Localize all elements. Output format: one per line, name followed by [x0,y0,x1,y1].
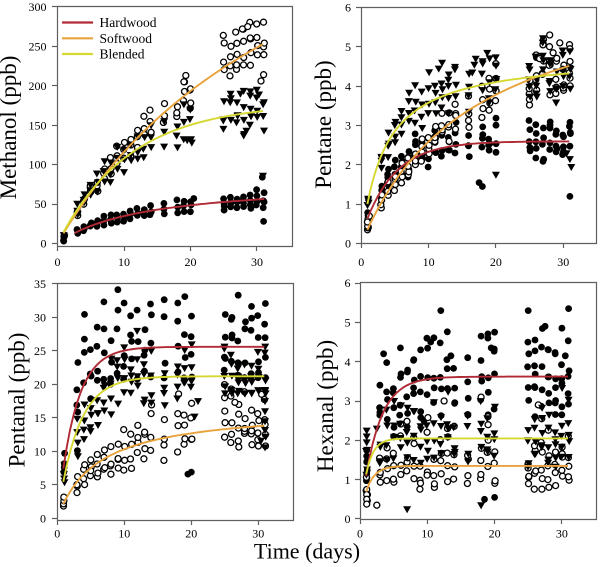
svg-text:30: 30 [251,255,263,269]
svg-text:10: 10 [34,444,46,458]
svg-text:Time (days): Time (days) [254,539,360,564]
svg-text:6: 6 [345,276,351,290]
svg-text:0: 0 [345,237,351,251]
svg-text:0: 0 [358,255,364,269]
svg-text:Softwood: Softwood [100,31,153,46]
svg-text:4: 4 [345,79,351,93]
svg-text:20: 20 [490,255,502,269]
svg-text:Pentanal (ppb): Pentanal (ppb) [4,333,29,468]
svg-text:2: 2 [345,433,351,447]
svg-text:20: 20 [185,255,197,269]
svg-text:10: 10 [421,527,433,541]
svg-text:200: 200 [29,79,47,93]
svg-text:20: 20 [489,527,501,541]
svg-text:Pentane (ppb): Pentane (ppb) [311,60,336,188]
svg-text:0: 0 [40,511,46,525]
svg-text:20: 20 [185,527,197,541]
svg-text:25: 25 [34,344,46,358]
svg-text:250: 250 [29,39,47,53]
svg-text:30: 30 [252,527,264,541]
svg-text:Hexanal (ppb): Hexanal (ppb) [313,340,338,472]
svg-text:3: 3 [345,394,351,408]
svg-text:0: 0 [345,512,351,526]
svg-text:Methanol (ppb): Methanol (ppb) [0,56,21,200]
svg-text:1: 1 [345,473,351,487]
svg-text:5: 5 [40,478,46,492]
svg-text:15: 15 [34,411,46,425]
svg-text:50: 50 [35,197,47,211]
svg-text:30: 30 [34,310,46,324]
svg-text:100: 100 [29,158,47,172]
svg-text:20: 20 [34,377,46,391]
svg-text:Blended: Blended [100,47,145,62]
svg-text:2: 2 [345,158,351,172]
svg-text:5: 5 [345,40,351,54]
svg-text:0: 0 [41,237,47,251]
svg-text:10: 10 [118,255,130,269]
svg-text:10: 10 [118,527,130,541]
svg-text:3: 3 [345,119,351,133]
svg-text:30: 30 [557,255,569,269]
svg-text:5: 5 [345,316,351,330]
svg-text:300: 300 [29,0,47,14]
svg-text:0: 0 [54,527,60,541]
svg-text:10: 10 [423,255,435,269]
svg-text:0: 0 [55,255,61,269]
svg-text:6: 6 [345,1,351,15]
svg-text:1: 1 [345,197,351,211]
svg-text:Hardwood: Hardwood [100,15,157,30]
svg-text:4: 4 [345,355,351,369]
svg-text:150: 150 [29,118,47,132]
svg-text:0: 0 [357,527,363,541]
svg-text:30: 30 [556,527,568,541]
svg-text:35: 35 [34,277,46,291]
